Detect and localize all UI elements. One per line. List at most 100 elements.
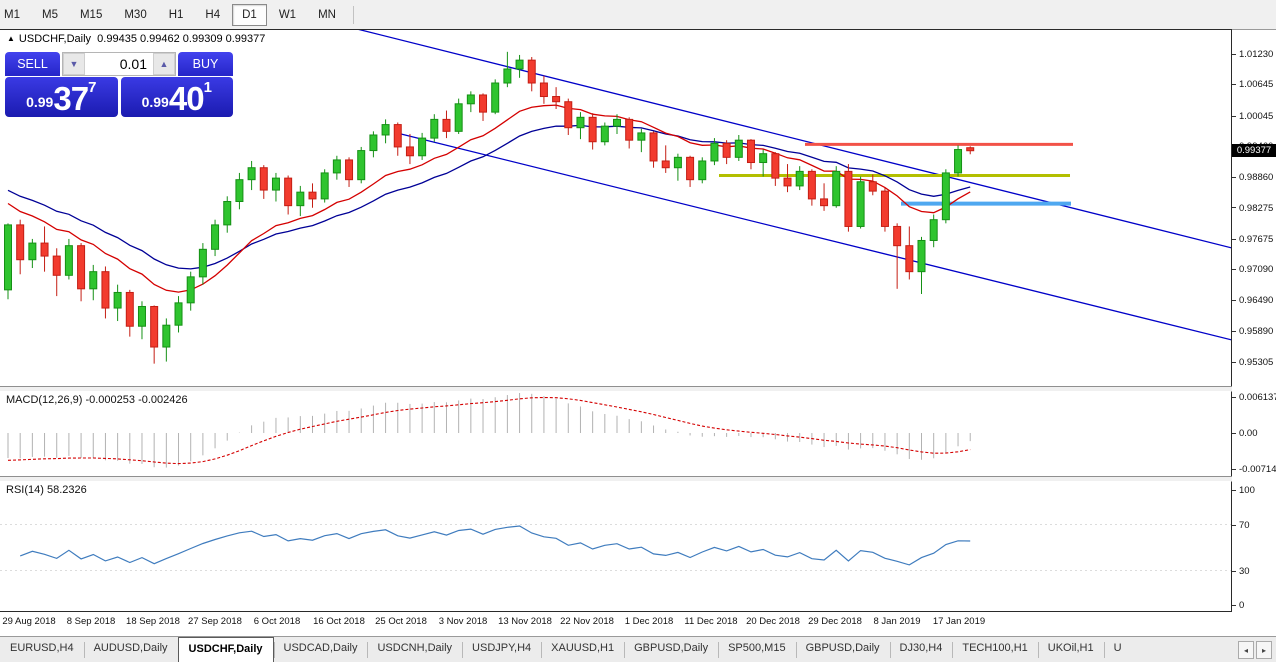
ma-slow-line bbox=[7, 124, 971, 270]
date-axis-label: 6 Oct 2018 bbox=[253, 616, 301, 627]
price-axis-tick bbox=[1232, 331, 1236, 332]
sell-quote[interactable]: 0.99 37 7 bbox=[5, 77, 118, 117]
price-axis: 1.012301.006451.000450.994600.988600.982… bbox=[1232, 30, 1276, 611]
rsi-axis-tick bbox=[1232, 524, 1236, 526]
date-axis-label: 25 Oct 2018 bbox=[375, 616, 427, 627]
price-axis-label: 0.98275 bbox=[1239, 202, 1274, 214]
candle-body bbox=[698, 160, 707, 181]
volume-input[interactable] bbox=[85, 53, 153, 75]
macd-axis-label: -0.007142 bbox=[1239, 464, 1276, 475]
timeframe-button-m30[interactable]: M30 bbox=[124, 8, 147, 21]
candle-body bbox=[89, 271, 98, 290]
timeframe-button-m5[interactable]: M5 bbox=[41, 8, 58, 21]
candle-body bbox=[746, 139, 755, 164]
candle-body bbox=[722, 142, 731, 158]
timeframe-button-d1[interactable]: D1 bbox=[232, 3, 267, 26]
timeframe-button-m15[interactable]: M15 bbox=[79, 8, 103, 21]
timeframe-button-w1[interactable]: W1 bbox=[278, 8, 297, 21]
buy-quote[interactable]: 0.99 40 1 bbox=[120, 77, 233, 117]
rsi-panel[interactable]: RSI(14) 58.2326 bbox=[0, 481, 1231, 611]
candle-body bbox=[686, 156, 695, 181]
chart-tab-ukoil[interactable]: UKOil,H1 bbox=[1037, 637, 1104, 662]
candle-body bbox=[308, 191, 317, 200]
collapse-arrow-icon[interactable]: ▲ bbox=[7, 34, 15, 43]
tab-scroll-left-icon[interactable]: ◂ bbox=[1238, 641, 1254, 659]
candle-body bbox=[905, 245, 914, 273]
chart-tab-audusd[interactable]: AUDUSD,Daily bbox=[83, 637, 178, 662]
sell-button[interactable]: SELL bbox=[5, 52, 60, 76]
ohlc-values: 0.99435 0.99462 0.99309 0.99377 bbox=[97, 33, 266, 45]
chart-tab-sp500[interactable]: SP500,M15 bbox=[718, 637, 795, 662]
chart-tab-usdchf[interactable]: USDCHF,Daily bbox=[177, 637, 274, 662]
timeframe-button-h1[interactable]: H1 bbox=[168, 8, 184, 21]
candle-body bbox=[40, 242, 49, 257]
candlestick-chart[interactable] bbox=[0, 30, 1231, 386]
chart-top-border bbox=[0, 29, 1232, 30]
rsi-label: RSI(14) 58.2326 bbox=[6, 484, 87, 496]
chart-tab-xauusd[interactable]: XAUUSD,H1 bbox=[541, 637, 624, 662]
macd-axis-label: 0.00 bbox=[1239, 428, 1258, 439]
chart-tab-dj30[interactable]: DJ30,H4 bbox=[889, 637, 953, 662]
trendline-channel-lower[interactable] bbox=[396, 132, 1231, 341]
macd-label: MACD(12,26,9) -0.000253 -0.002426 bbox=[6, 394, 188, 406]
chart-tab-gbpusd[interactable]: GBPUSD,Daily bbox=[624, 637, 718, 662]
buy-price-prefix: 0.99 bbox=[141, 94, 169, 110]
rsi-axis-tick bbox=[1232, 605, 1236, 606]
date-axis-label: 8 Jan 2019 bbox=[873, 616, 921, 627]
chart-title: ▲ USDCHF,Daily 0.99435 0.99462 0.99309 0.… bbox=[7, 33, 265, 45]
chart-tab-usdcnh[interactable]: USDCNH,Daily bbox=[367, 637, 462, 662]
trendline-channel-upper[interactable] bbox=[353, 30, 1231, 249]
candle-body bbox=[52, 255, 61, 276]
candle-body bbox=[856, 181, 865, 227]
candle-body bbox=[637, 132, 646, 141]
rsi-axis-label: 100 bbox=[1239, 485, 1255, 496]
macd-chart bbox=[7, 393, 971, 468]
rsi-axis-label: 70 bbox=[1239, 519, 1250, 531]
volume-up-icon[interactable]: ▲ bbox=[153, 53, 175, 75]
date-axis-label: 27 Sep 2018 bbox=[188, 616, 242, 627]
candle-body bbox=[393, 124, 402, 148]
chart-tab-eurusd[interactable]: EURUSD,H4 bbox=[10, 642, 74, 654]
price-axis-tick bbox=[1232, 300, 1236, 301]
chart-tab-gbpusd[interactable]: GBPUSD,Daily bbox=[795, 637, 890, 662]
candle-body bbox=[917, 239, 926, 273]
price-axis-label: 0.95890 bbox=[1239, 326, 1274, 338]
candle-body bbox=[466, 94, 475, 105]
candle-body bbox=[284, 177, 293, 207]
candle-body bbox=[661, 160, 670, 169]
candle-body bbox=[381, 124, 390, 136]
candle-body bbox=[868, 181, 877, 192]
timeframe-button-h4[interactable]: H4 bbox=[205, 8, 221, 21]
candle-body bbox=[137, 305, 146, 327]
tab-scroll-right-icon[interactable]: ▸ bbox=[1256, 641, 1272, 659]
candle-body bbox=[807, 170, 816, 200]
candle-body bbox=[564, 101, 573, 129]
price-axis-tick bbox=[1232, 207, 1236, 208]
chart-tab-u[interactable]: U bbox=[1103, 637, 1132, 662]
chart-tab-usdjpy[interactable]: USDJPY,H4 bbox=[462, 637, 541, 662]
candle-body bbox=[211, 224, 220, 250]
date-axis-label: 22 Nov 2018 bbox=[560, 616, 614, 627]
macd-panel[interactable]: MACD(12,26,9) -0.000253 -0.002426 bbox=[0, 391, 1231, 476]
date-axis-label: 29 Aug 2018 bbox=[2, 616, 56, 627]
chart-tab-tech100[interactable]: TECH100,H1 bbox=[952, 637, 1037, 662]
chart-tab-usdcad[interactable]: USDCAD,Daily bbox=[273, 637, 368, 662]
candle-body bbox=[418, 137, 427, 157]
volume-down-icon[interactable]: ▼ bbox=[63, 53, 85, 75]
candle-body bbox=[588, 116, 597, 143]
one-click-trade-panel: SELL ▼ ▲ BUY 0.99 37 7 0.99 40 1 bbox=[5, 52, 233, 117]
candle-body bbox=[734, 139, 743, 158]
timeframe-button-m1[interactable]: M1 bbox=[4, 8, 20, 21]
candle-body bbox=[442, 118, 451, 132]
buy-price-big: 40 bbox=[168, 80, 205, 117]
candle-body bbox=[369, 134, 378, 152]
rsi-axis-tick bbox=[1232, 490, 1236, 491]
candle-body bbox=[576, 116, 585, 129]
candle-body bbox=[783, 177, 792, 187]
buy-button[interactable]: BUY bbox=[178, 52, 233, 76]
candle-body bbox=[430, 118, 439, 139]
candle-body bbox=[929, 219, 938, 241]
timeframe-button-mn[interactable]: MN bbox=[318, 8, 336, 21]
candle-body bbox=[345, 159, 354, 181]
